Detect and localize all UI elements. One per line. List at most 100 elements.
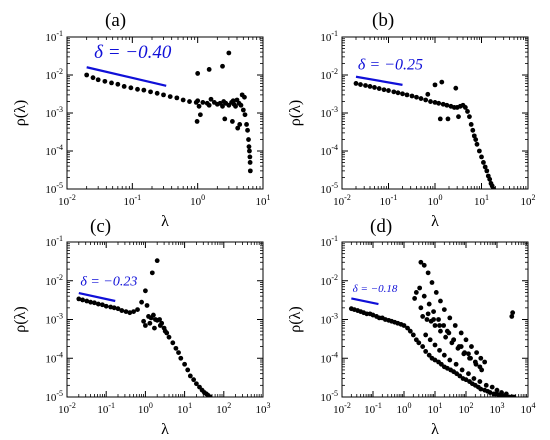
data-series (348, 259, 517, 397)
data-point (229, 119, 235, 124)
data-point (474, 350, 480, 355)
data-point (95, 301, 101, 307)
slope-line (351, 297, 379, 306)
x-axis-label: λ (161, 421, 169, 438)
x-tick-label: 100 (397, 401, 412, 416)
data-point (432, 82, 438, 88)
slope-line (355, 75, 403, 86)
y-tick-label: 10-5 (320, 389, 338, 404)
data-point (468, 122, 474, 127)
slope-annotation: δ = −0.18 (353, 283, 398, 295)
data-point (428, 99, 433, 104)
data-point (432, 342, 438, 348)
data-point (436, 317, 441, 322)
data-point (461, 351, 467, 357)
data-point (195, 71, 201, 76)
data-point (91, 300, 97, 306)
data-point (386, 88, 391, 93)
data-point (90, 75, 96, 81)
data-point (245, 127, 250, 133)
data-point (173, 345, 179, 351)
data-point (176, 350, 181, 355)
data-point (457, 373, 463, 379)
data-point (441, 323, 447, 328)
data-point (483, 382, 489, 388)
data-point (509, 314, 515, 319)
data-point (220, 103, 225, 109)
data-point (437, 116, 443, 122)
data-point (381, 87, 387, 93)
data-point (482, 359, 488, 365)
data-point (470, 127, 476, 133)
chart-panel-2: 10-2 10-1 100 101 102 103 10-5 10-4 10-3 10-2 10-1… (12, 216, 271, 438)
data-point (144, 303, 150, 308)
data-point (463, 337, 469, 343)
data-point (151, 312, 156, 318)
data-point (141, 87, 147, 93)
x-tick-label: 10-2 (58, 193, 76, 208)
data-series (84, 50, 253, 174)
x-tick-label: 10-1 (97, 401, 115, 416)
data-point (444, 328, 450, 334)
x-axis-label: λ (161, 213, 169, 230)
data-point (414, 94, 419, 100)
x-tick-label: 101 (256, 193, 271, 208)
data-point (84, 298, 90, 304)
data-point (458, 330, 464, 336)
data-point (187, 99, 192, 104)
data-point (237, 122, 243, 127)
data-point (174, 95, 180, 101)
x-tick-label: 103 (256, 401, 271, 416)
data-point (432, 323, 438, 328)
panel-label: (c) (90, 216, 111, 237)
data-point (242, 112, 248, 118)
x-tick-label: 102 (216, 401, 231, 416)
data-point (84, 72, 90, 78)
data-point (482, 164, 488, 170)
data-point (431, 309, 436, 314)
y-tick-label: 10-1 (45, 234, 63, 249)
data-point (162, 328, 168, 334)
x-tick-label: 100 (138, 401, 153, 416)
y-tick-label: 10-2 (320, 67, 338, 82)
data-point (462, 105, 468, 110)
y-tick-label: 10-5 (45, 389, 63, 404)
data-point (358, 82, 363, 87)
data-point (247, 154, 253, 160)
data-point (401, 323, 407, 328)
data-point (143, 288, 148, 294)
data-point (115, 81, 121, 87)
data-point (147, 320, 153, 326)
data-point (478, 355, 484, 361)
data-point (135, 307, 140, 313)
y-tick-label: 10-5 (320, 181, 338, 196)
data-point (426, 301, 432, 307)
data-point (363, 83, 368, 88)
data-series (76, 258, 213, 397)
y-axis-label: ρ(λ) (287, 306, 304, 332)
data-point (405, 325, 410, 331)
data-point (242, 94, 247, 100)
data-point (235, 125, 241, 131)
data-point (246, 137, 251, 142)
data-point (170, 340, 176, 346)
data-point (222, 116, 228, 122)
data-point (459, 367, 465, 373)
x-tick-label: 10-2 (333, 401, 351, 416)
data-point (400, 91, 405, 97)
data-point (452, 323, 458, 328)
data-point (481, 160, 486, 165)
data-point (141, 318, 147, 324)
data-point (421, 262, 427, 268)
chart-panel-3: 10-2 10-1 100 101 102 103 104 10-5 10-4 10-3 10-2 1… (287, 216, 536, 438)
y-tick-label: 10-1 (45, 29, 63, 44)
data-point (437, 347, 442, 353)
y-tick-label: 10-2 (320, 273, 338, 288)
data-point (487, 176, 493, 182)
data-point (103, 303, 109, 309)
data-point (471, 376, 477, 381)
data-point (471, 133, 477, 139)
panel-label: (b) (372, 10, 394, 31)
data-point (479, 367, 485, 373)
y-tick-label: 10-2 (45, 67, 63, 82)
